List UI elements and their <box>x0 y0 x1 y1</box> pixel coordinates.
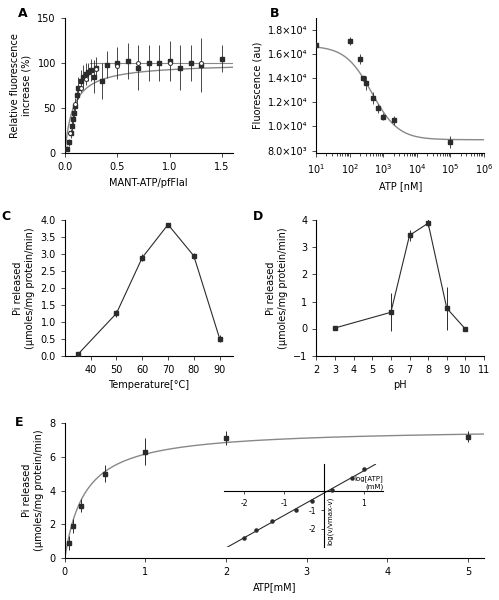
Point <box>166 58 174 68</box>
X-axis label: Temperature[°C]: Temperature[°C] <box>108 380 189 390</box>
Point <box>82 74 90 84</box>
X-axis label: ATP[mM]: ATP[mM] <box>252 583 296 593</box>
Point <box>77 83 85 93</box>
Point <box>113 61 121 71</box>
Text: A: A <box>18 7 27 20</box>
Text: C: C <box>1 209 10 223</box>
X-axis label: MANT-ATP/pfFlaI: MANT-ATP/pfFlaI <box>109 178 188 188</box>
Point <box>197 58 205 68</box>
Point <box>66 128 74 138</box>
X-axis label: ATP [nM]: ATP [nM] <box>379 181 422 191</box>
Y-axis label: Pi released
(μmoles/mg protein/min): Pi released (μmoles/mg protein/min) <box>22 430 44 551</box>
Y-axis label: Fluorescence (au): Fluorescence (au) <box>252 42 262 129</box>
Text: B: B <box>269 7 279 20</box>
Point <box>71 98 79 108</box>
Text: D: D <box>252 209 263 223</box>
Point <box>134 58 142 68</box>
Y-axis label: Relative fluorescence
increase (%): Relative fluorescence increase (%) <box>10 33 32 138</box>
Point <box>92 64 100 74</box>
X-axis label: pH: pH <box>393 380 407 390</box>
Y-axis label: Pi released
(μmoles/mg protein/min): Pi released (μmoles/mg protein/min) <box>13 227 35 349</box>
Y-axis label: Pi released
(μmoles/mg protein/min): Pi released (μmoles/mg protein/min) <box>266 227 287 349</box>
Text: E: E <box>14 416 23 429</box>
